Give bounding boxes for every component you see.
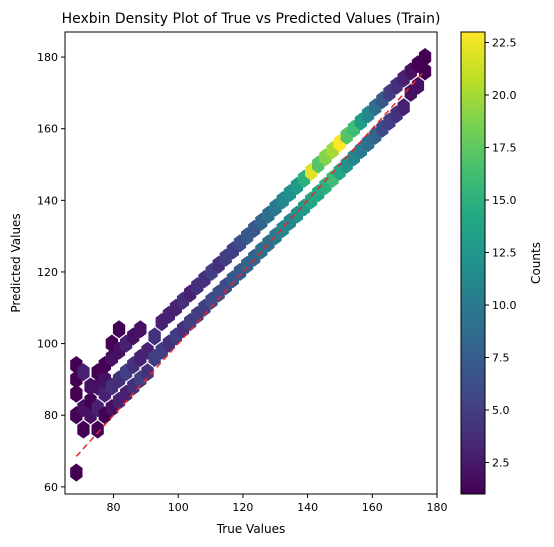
y-tick-label: 80: [44, 409, 58, 422]
colorbar-tick-label: 15.0: [492, 194, 517, 207]
hex-cell: [91, 420, 104, 439]
hex-cell: [134, 320, 147, 339]
hex-cells: [70, 48, 432, 482]
hex-cell: [112, 320, 126, 339]
x-axis-label: True Values: [216, 522, 286, 536]
colorbar-label: Counts: [529, 242, 543, 284]
y-tick-label: 100: [37, 338, 58, 351]
colorbar: [460, 31, 486, 495]
colorbar-tick-label: 10.0: [492, 299, 517, 312]
y-axis: 60 80 100 120 140 160 180: [37, 51, 65, 494]
colorbar-tick-label: 22.5: [492, 37, 517, 50]
x-tick-label: 140: [297, 501, 318, 514]
x-tick-label: 180: [427, 501, 448, 514]
hex-cell: [77, 420, 90, 439]
hex-cell: [141, 363, 154, 382]
x-tick-label: 80: [107, 501, 121, 514]
hex-cell: [418, 48, 432, 67]
colorbar-tick-label: 7.5: [492, 352, 510, 365]
y-tick-label: 180: [37, 51, 58, 64]
x-tick-label: 160: [362, 501, 383, 514]
y-tick-label: 120: [37, 266, 58, 279]
plot-area: [64, 31, 438, 495]
hex-cell: [70, 463, 83, 482]
hex-cell: [148, 327, 161, 346]
hex-cell: [397, 98, 410, 117]
colorbar-tick-label: 12.5: [492, 247, 517, 260]
x-axis: 80 100 120 140 160 180: [107, 494, 448, 514]
hex-cell: [70, 384, 83, 403]
y-tick-label: 60: [44, 481, 58, 494]
y-tick-label: 160: [37, 123, 58, 136]
colorbar-tick-label: 17.5: [492, 142, 517, 155]
hex-cell: [77, 363, 90, 382]
colorbar-tick-label: 2.5: [492, 457, 510, 470]
chart-title: Hexbin Density Plot of True vs Predicted…: [62, 11, 441, 27]
x-tick-label: 100: [168, 501, 189, 514]
colorbar-tick-label: 20.0: [492, 89, 517, 102]
reference-line: [75, 70, 425, 457]
x-tick-label: 120: [232, 501, 253, 514]
hex-cell: [418, 62, 432, 81]
y-tick-label: 140: [37, 194, 58, 207]
colorbar-tick-label: 5.0: [492, 404, 510, 417]
y-axis-label: Predicted Values: [9, 213, 23, 312]
colorbar-ticks: 2.5 5.0 7.5 10.0 12.5 15.0 17.5 20.0 22.5: [485, 37, 517, 470]
